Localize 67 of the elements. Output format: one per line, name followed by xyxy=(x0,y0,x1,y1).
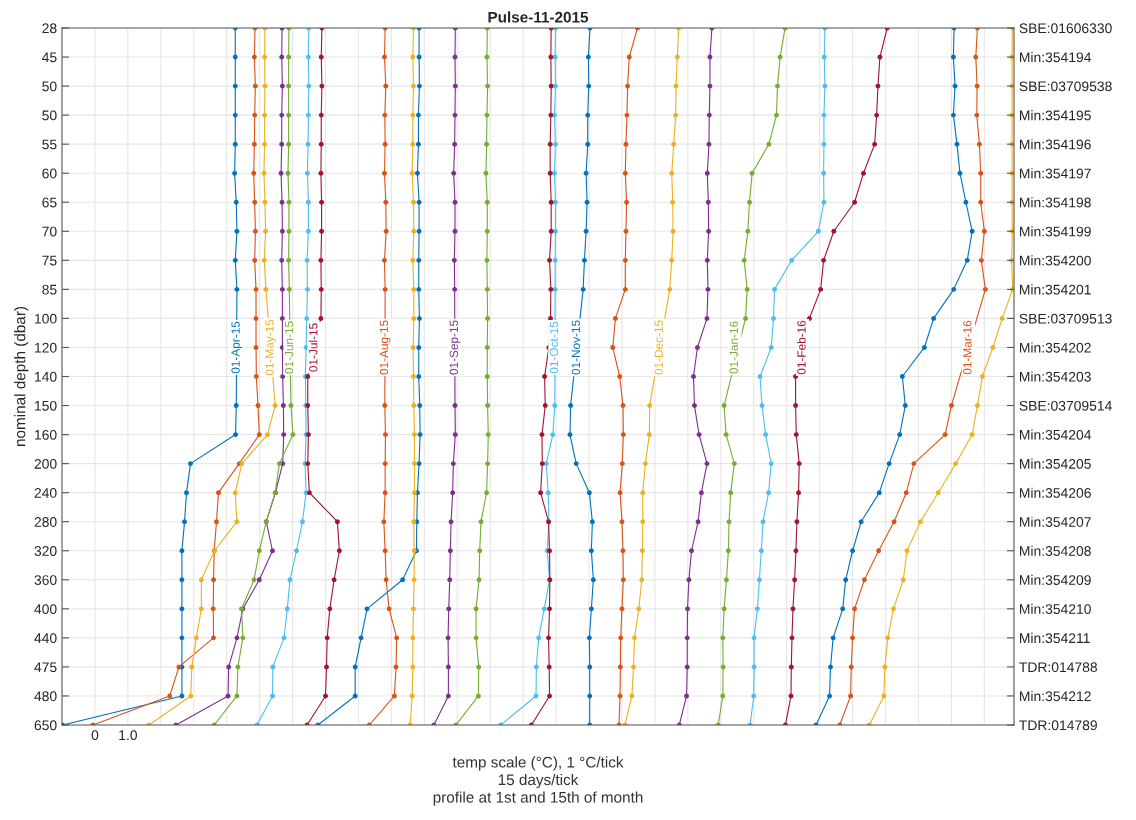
y2-tick-label: Min:354206 xyxy=(1020,487,1091,498)
text: 01-Oct-15 xyxy=(549,321,559,374)
y-tick-label: 240 xyxy=(34,488,57,498)
y-tick-label: 320 xyxy=(34,546,57,556)
y2-tick-label: Min:354201 xyxy=(1020,284,1091,295)
y2-tick-label: SBE:03709513 xyxy=(1019,313,1112,324)
y2-tick-label: Min:354197 xyxy=(1020,168,1091,179)
text: 01-Jan-16 xyxy=(729,321,738,374)
x-tick-label: 0 xyxy=(91,730,99,741)
y-tick-label: 440 xyxy=(34,633,57,644)
y2-tick-label: SBE:03709538 xyxy=(1019,81,1112,92)
y-tick-label: 150 xyxy=(35,400,57,411)
y2-tick-label: Min:354202 xyxy=(1020,342,1091,353)
text: 01-Aug-15 xyxy=(379,320,391,375)
text: 01-Apr-15 xyxy=(231,321,243,374)
text: 01-Dec-15 xyxy=(654,320,663,375)
y2-tick-label: Min:354209 xyxy=(1020,574,1091,585)
y-tick-label: 480 xyxy=(34,691,57,702)
y-tick-label: 120 xyxy=(35,342,57,353)
y-tick-label: 55 xyxy=(42,139,57,150)
y-tick-label: 70 xyxy=(42,226,57,237)
y-tick-label: 100 xyxy=(35,313,57,324)
y-tick-label: 360 xyxy=(34,575,57,585)
y-tick-label: 50 xyxy=(42,110,57,121)
text: 01-Feb-16 xyxy=(797,320,806,375)
y2-tick-label: SBE:03709514 xyxy=(1019,400,1112,411)
x-tick-label: 1.0 xyxy=(119,730,137,741)
text: 01-May-15 xyxy=(265,319,277,376)
y2-tick-label: Min:354208 xyxy=(1020,545,1091,556)
y2-tick-label: Min:354198 xyxy=(1020,197,1091,208)
y2-tick-label: Min:354205 xyxy=(1020,458,1091,469)
text: 01-Nov-15 xyxy=(571,320,581,375)
chart-title: Pulse-11-2015 xyxy=(488,11,589,23)
y-tick-label: 650 xyxy=(34,720,57,731)
y-tick-label: 65 xyxy=(42,197,57,208)
y-tick-label: 50 xyxy=(42,81,57,92)
text: 01-Mar-16 xyxy=(963,320,972,375)
y2-tick-label: Min:354194 xyxy=(1020,52,1092,63)
y2-tick-label: Min:354212 xyxy=(1020,690,1091,702)
y2-tick-label: Min:354199 xyxy=(1020,226,1091,237)
y-tick-label: 28 xyxy=(42,23,57,34)
y-tick-label: 475 xyxy=(34,662,57,673)
y-tick-label: 60 xyxy=(42,168,57,179)
y2-tick-label: TDR:014788 xyxy=(1019,662,1098,673)
y2-tick-label: Min:354195 xyxy=(1020,110,1091,121)
y2-tick-label: Min:354204 xyxy=(1020,429,1092,440)
y-tick-label: 160 xyxy=(35,429,57,440)
y-tick-label: 280 xyxy=(34,517,57,527)
y-tick-label: 140 xyxy=(35,371,57,382)
y2-tick-label: Min:354196 xyxy=(1020,139,1091,150)
y2-tick-label: TDR:014789 xyxy=(1019,720,1097,731)
x-axis-title: temp scale (°C), 1 °C/tick 15 days/tick profile at 1st and 15th of month xyxy=(433,756,643,806)
y-tick-label: 85 xyxy=(42,284,57,295)
text: 01-Sep-15 xyxy=(449,320,461,375)
y-tick-label: 400 xyxy=(34,604,57,614)
y2-tick-label: Min:354207 xyxy=(1020,516,1091,527)
y2-tick-label: Min:354200 xyxy=(1020,255,1091,266)
y2-tick-label: Min:354203 xyxy=(1020,371,1091,382)
y2-tick-label: Min:354211 xyxy=(1020,632,1090,644)
text: 01-Jul-15 xyxy=(308,323,318,372)
y2-tick-label: SBE:01606330 xyxy=(1019,23,1112,34)
y-axis-title: nominal depth (dbar) xyxy=(14,306,29,446)
y-tick-label: 200 xyxy=(34,458,57,469)
y2-tick-label: Min:354210 xyxy=(1020,603,1091,614)
text: 01-Jun-15 xyxy=(284,321,294,374)
y-tick-label: 45 xyxy=(42,52,57,63)
y-tick-label: 75 xyxy=(42,255,57,266)
